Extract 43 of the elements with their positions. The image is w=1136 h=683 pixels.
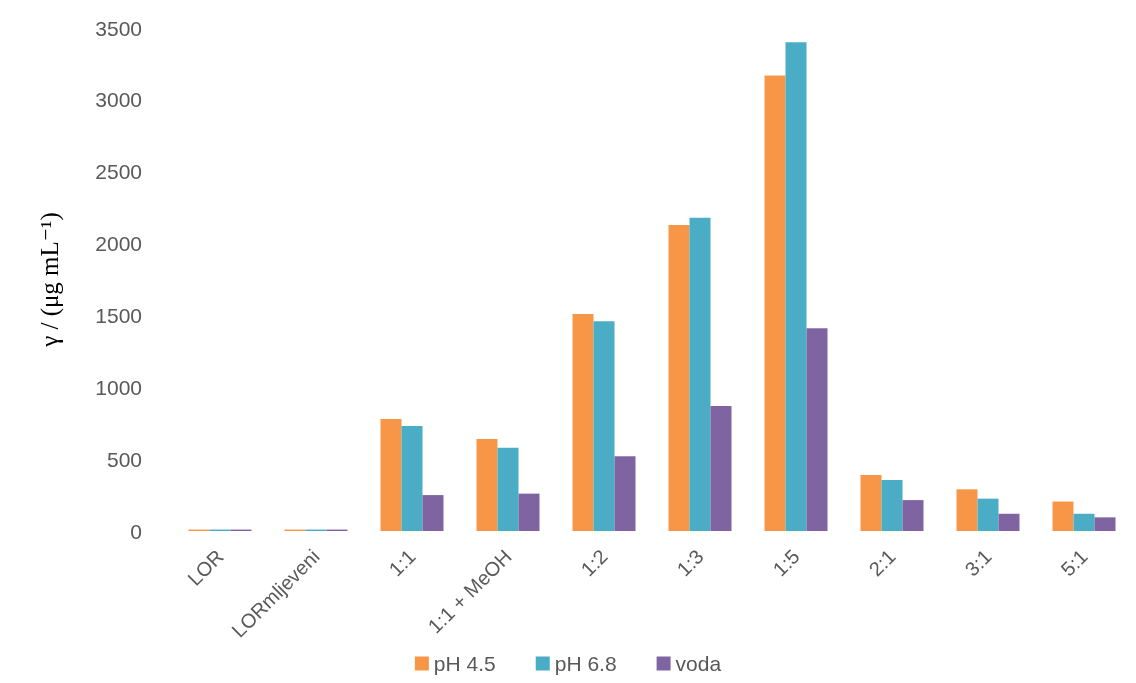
bar [881,479,903,531]
bar [476,439,498,531]
bar [998,513,1020,531]
bar [902,500,924,531]
y-axis-title: γ / (μg mL⁻¹) [36,212,64,348]
x-tick-label: 2:1 [864,545,900,581]
bar [572,313,594,531]
bar [1052,501,1074,531]
legend-label: voda [675,652,722,675]
y-tick-label: 500 [106,447,142,471]
bar [401,426,423,531]
bar [710,405,732,531]
y-tick-label: 1500 [95,303,142,327]
bar [593,321,615,531]
bar [1094,517,1116,531]
bar [956,489,978,531]
bar [518,493,540,531]
bar [860,474,882,531]
bar [764,75,786,531]
y-tick-label: 3500 [95,16,142,40]
bar [614,456,636,531]
y-tick-label: 2500 [95,160,142,184]
x-tick-label: 3:1 [960,545,996,581]
bar [689,217,711,531]
x-tick-label: 1:2 [576,545,612,581]
bar [785,42,807,531]
bar [668,224,690,531]
x-tick-label: 1:1 [384,545,420,581]
y-tick-label: 3000 [95,88,142,112]
y-tick-label: 0 [130,519,142,543]
bar [422,495,444,531]
y-tick-label: 2000 [95,232,142,256]
bar [806,328,828,531]
bar [1073,513,1095,531]
bar [380,418,402,531]
x-tick-label: 1:5 [768,545,804,581]
y-tick-label: 1000 [95,375,142,399]
bar [497,447,519,531]
bar [977,498,999,531]
legend-label: pH 4.5 [433,652,496,675]
x-tick-label: 1:3 [672,545,708,581]
x-tick-label: 5:1 [1056,545,1092,581]
legend-label: pH 6.8 [554,652,617,675]
